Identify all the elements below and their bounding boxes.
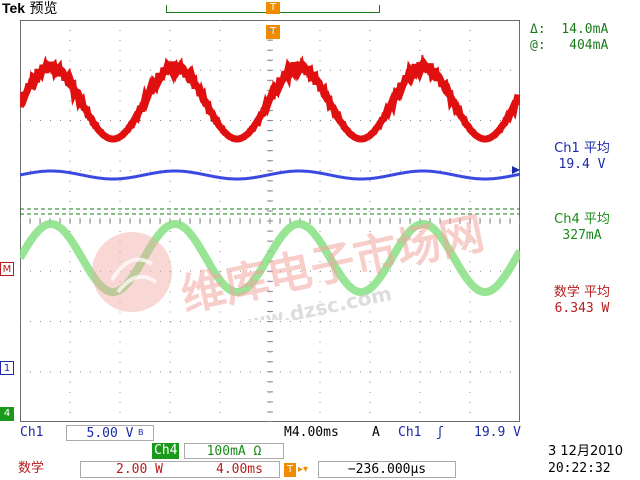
ch4-label[interactable]: Ch4 [152, 443, 180, 459]
ch1-vertical-scale[interactable]: 5.00 V [66, 425, 154, 441]
header-brand: Tek 预览 [2, 0, 58, 17]
ch1-label[interactable]: Ch1 [20, 425, 44, 440]
brand-logo: Tek [2, 0, 26, 16]
math-vertical-scale: 2.00 W [116, 462, 163, 477]
ch1-level-arrow [512, 166, 520, 174]
time-display: 20:22:32 [548, 461, 611, 476]
trigger-offset[interactable]: −236.000μs [318, 461, 456, 478]
math-label[interactable]: 数学 [18, 461, 45, 476]
math-scale-box[interactable] [80, 461, 280, 478]
ch4-ground-marker[interactable]: 4 [0, 407, 14, 421]
trigger-position-marker[interactable]: T [266, 25, 280, 39]
measurement-ch4-mean: Ch4 平均 327mA [554, 212, 610, 243]
measurement-math-mean: 数学 平均 6.343 W [553, 285, 611, 316]
math-ground-marker[interactable]: M [0, 262, 14, 276]
mode-label: 预览 [29, 1, 58, 17]
math-horizontal-scale: 4.00ms [216, 462, 263, 477]
graticule-grid [20, 20, 520, 422]
trigger-offset-icon: T ▸▾ [284, 463, 312, 477]
rising-edge-icon: ʃ [436, 425, 444, 440]
ch1-ground-marker[interactable]: 1 [0, 361, 14, 375]
trigger-mode: A [372, 425, 380, 440]
bw-limit-icon: B [138, 428, 144, 437]
ch4-vertical-scale[interactable]: 100mA Ω [184, 443, 284, 459]
waveform-display[interactable] [20, 20, 520, 422]
horizontal-timebase[interactable]: M4.00ms [284, 425, 339, 440]
trigger-t-icon[interactable]: T [266, 2, 280, 14]
ch1-waveform [20, 169, 520, 181]
trigger-level[interactable]: 19.9 V [474, 425, 521, 440]
cursor-delta-readout: Δ: 14.0mA [530, 22, 609, 37]
date-display: 3 12月2010 [548, 444, 624, 459]
ch4-waveform [20, 220, 520, 296]
trigger-source[interactable]: Ch1 [398, 425, 422, 440]
math-waveform [20, 54, 520, 143]
cursor-position-readout: @: 404mA [530, 38, 609, 53]
measurement-ch1-mean: Ch1 平均 19.4 V [554, 141, 610, 172]
